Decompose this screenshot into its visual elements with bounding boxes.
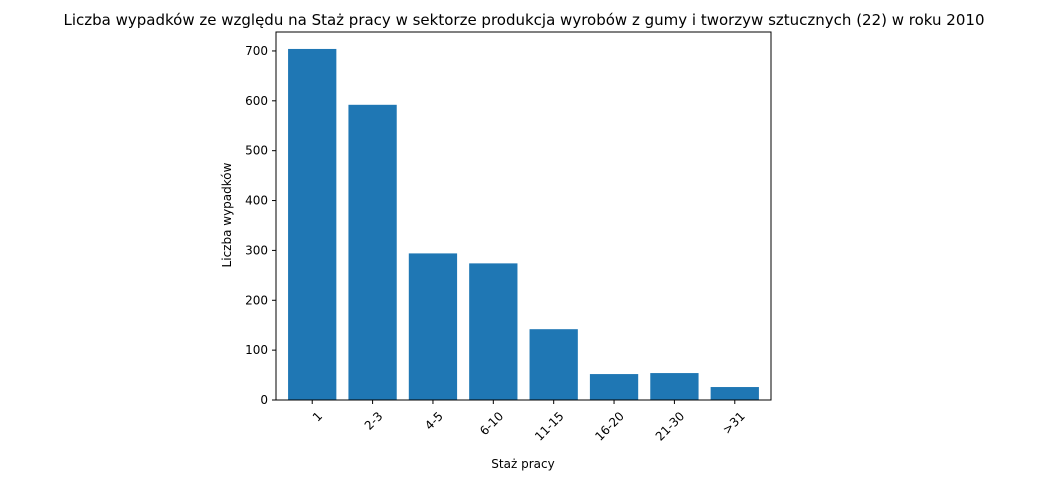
bar-3: [469, 263, 518, 400]
bar-0: [288, 48, 337, 400]
x-axis-label: Staż pracy: [491, 457, 554, 471]
x-tick-label-4: 11-15: [532, 409, 567, 444]
plot-frame: [275, 31, 772, 401]
y-tick-label-7: 700: [245, 44, 268, 58]
y-tick-label-3: 300: [245, 243, 268, 257]
y-tick-label-2: 200: [245, 293, 268, 307]
bar-7: [710, 387, 759, 400]
y-tick-label-5: 500: [245, 144, 268, 158]
bar-1: [348, 104, 397, 401]
x-tick-label-5: 16-20: [592, 409, 627, 444]
x-tick-label-6: 21-30: [653, 409, 688, 444]
bar-4: [529, 329, 578, 400]
y-tick-label-1: 100: [245, 343, 268, 357]
y-axis-ticks: 0 100 200 300 400 500 600 700: [245, 44, 276, 407]
bar-5: [589, 374, 639, 400]
x-tick-label-1: 2-3: [362, 409, 386, 433]
chart-title: Liczba wypadków ze względu na Staż pracy…: [64, 11, 985, 29]
bar-2: [408, 253, 458, 400]
bar-6: [650, 373, 699, 400]
y-axis-label: Liczba wypadków: [220, 162, 234, 267]
x-tick-label-3: 6-10: [477, 409, 506, 438]
axes-layer: [275, 31, 772, 401]
x-tick-label-7: >31: [720, 409, 748, 437]
y-tick-label-0: 0: [260, 393, 268, 407]
x-axis-ticks: 1 2-3 4-5 6-10 11-15 16-20 21-30 >31: [310, 400, 748, 444]
bars-layer: [288, 48, 759, 401]
x-tick-label-2: 4-5: [422, 409, 446, 433]
y-tick-label-4: 400: [245, 194, 268, 208]
x-tick-label-0: 1: [310, 409, 325, 424]
y-tick-label-6: 600: [245, 94, 268, 108]
